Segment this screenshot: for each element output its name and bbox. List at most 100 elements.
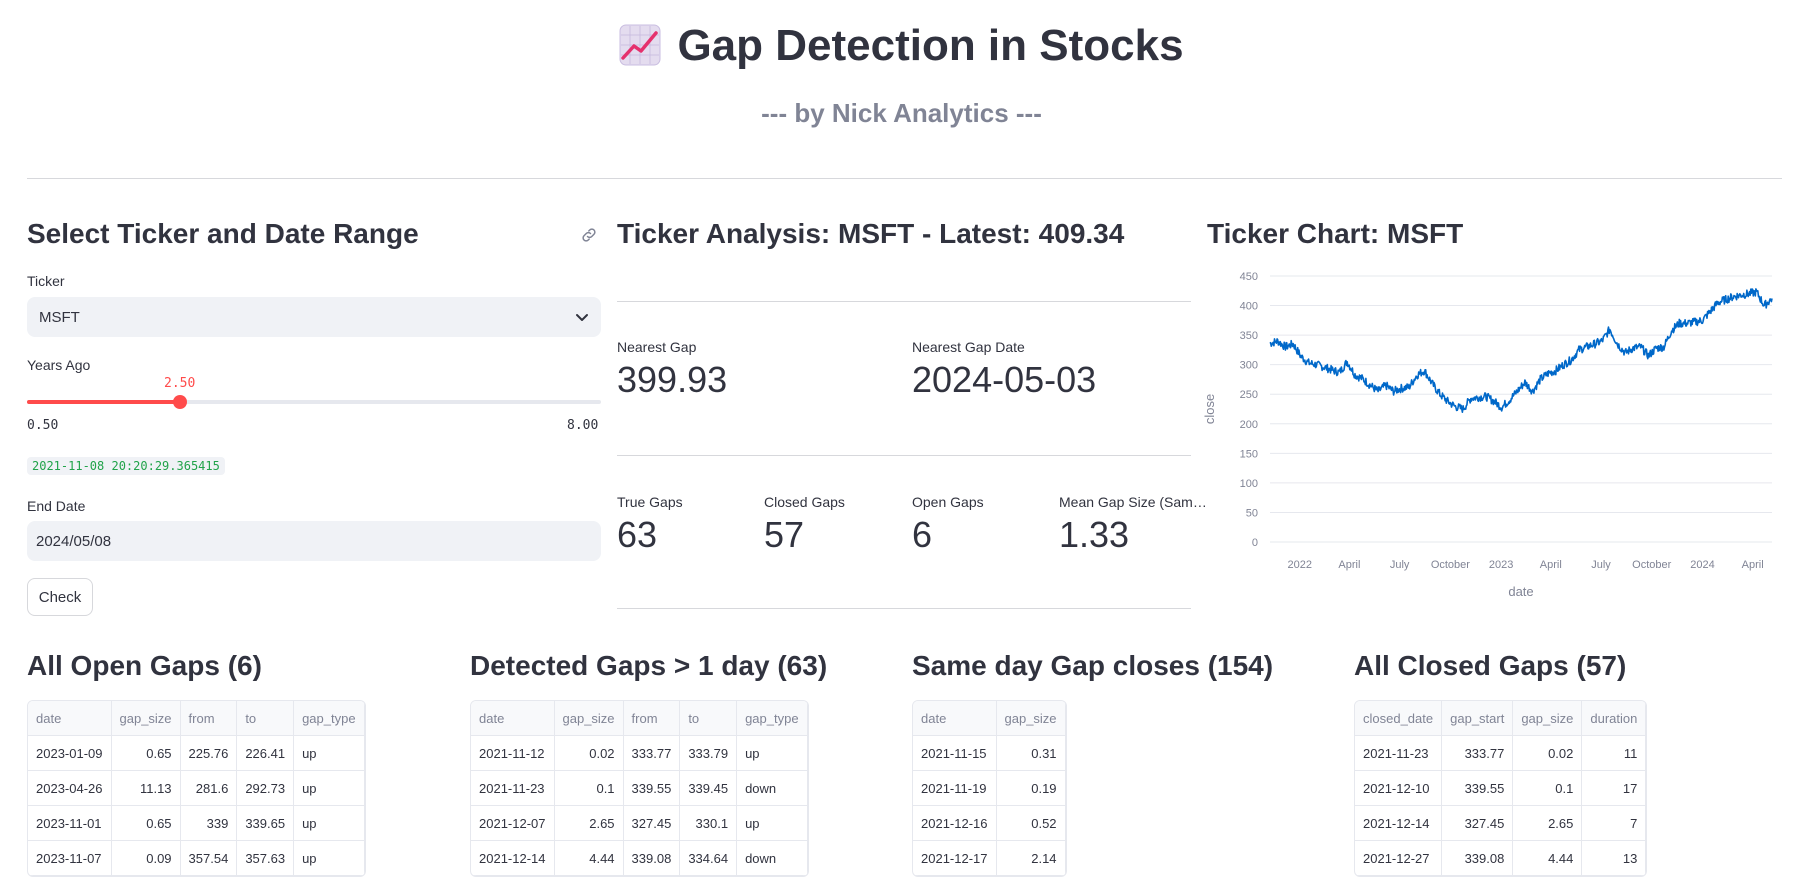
column-header[interactable]: closed_date [1355,701,1443,736]
table-cell: 2023-01-09 [28,735,112,771]
divider [617,608,1191,609]
years-ago-slider[interactable]: 2.50 [27,376,601,409]
table-cell: 357.63 [236,840,295,876]
y-tick-label: 300 [1240,360,1258,372]
table-row[interactable]: 2021-11-23 333.77 0.02 11 [1355,735,1647,771]
table-row[interactable]: 2023-11-01 0.65 339 339.65 up [28,805,365,841]
table-cell: 334.64 [679,840,738,876]
table-cell: up [736,735,808,771]
column-header[interactable]: gap_size [111,701,181,736]
y-tick-label: 100 [1240,478,1258,490]
table-row[interactable]: 2023-01-09 0.65 225.76 226.41 up [28,735,365,771]
table-cell: 292.73 [236,770,295,806]
table-cell: 0.1 [554,770,624,806]
table-row[interactable]: 2021-12-14 327.45 2.65 7 [1355,805,1647,841]
table-cell: up [293,770,365,806]
column-header[interactable]: gap_size [554,701,624,736]
column-header[interactable]: gap_size [1512,701,1583,736]
column-header[interactable]: to [236,701,295,736]
end-date-input[interactable]: 2024/05/08 [27,521,601,561]
column-header[interactable]: gap_start [1441,701,1514,736]
table-row[interactable]: 2021-12-16 0.52 [913,805,1066,841]
table-cell: 2021-11-23 [1355,735,1443,771]
table-cell: 2021-11-15 [913,735,997,771]
table-cell: 327.45 [1441,805,1514,841]
ticker-line-chart[interactable]: 450 400 350 300 250 200 150 100 50 0 2022 April July… [1200,262,1780,610]
y-axis-title: close [1202,394,1217,424]
true-gaps-label: True Gaps [617,494,683,510]
table-cell: up [293,735,365,771]
table-row[interactable]: 2021-12-14 4.44 339.08 334.64 down [471,840,808,876]
table-cell: 2021-12-10 [1355,770,1443,806]
x-tick-label: July [1390,559,1410,571]
same-day-closes-table[interactable]: date gap_size 2021-11-15 0.31 2021-11-19 0.19… [912,700,1067,877]
table-cell: 339.08 [623,840,681,876]
slider-thumb[interactable] [173,395,187,409]
true-gaps-value: 63 [617,514,658,555]
slider-fill [27,400,180,404]
nearest-gap-value: 399.93 [617,359,728,400]
divider [27,178,1782,179]
end-date-value: 2024/05/08 [36,532,112,550]
table-row[interactable]: 2021-12-07 2.65 327.45 330.1 up [471,805,808,841]
table-cell: 0.31 [996,735,1066,771]
table-cell: up [736,805,808,841]
column-header[interactable]: from [180,701,238,736]
page-subtitle: --- by Nick Analytics --- [761,98,1042,128]
table-cell: 226.41 [236,735,295,771]
table-cell: 4.44 [554,840,624,876]
x-tick-label: April [1540,559,1562,571]
table-cell: up [293,840,365,876]
mean-gap-size-label: Mean Gap Size (Sam… [1059,494,1207,510]
table-row[interactable]: 2021-12-17 2.14 [913,840,1066,876]
table-cell: 11 [1581,735,1647,771]
y-tick-label: 250 [1240,389,1258,401]
column-header[interactable]: gap_size [996,701,1066,736]
table-row[interactable]: 2021-12-10 339.55 0.1 17 [1355,770,1647,806]
column-header[interactable]: date [471,701,555,736]
column-header[interactable]: to [679,701,738,736]
table-row[interactable]: 2021-12-27 339.08 4.44 13 [1355,840,1647,876]
ticker-label: Ticker [27,273,65,289]
table-row[interactable]: 2023-11-07 0.09 357.54 357.63 up [28,840,365,876]
table-cell: 339.55 [1441,770,1514,806]
column-header[interactable]: from [623,701,681,736]
closed-gaps-table[interactable]: closed_date gap_start gap_size duration 2021… [1354,700,1648,877]
nearest-gap-date-value: 2024-05-03 [912,359,1097,400]
column-header[interactable]: date [913,701,997,736]
x-tick-label: 2022 [1288,559,1312,571]
table-row[interactable]: 2021-11-12 0.02 333.77 333.79 up [471,735,808,771]
title-text: Gap Detection in Stocks [677,21,1184,70]
table-cell: 330.1 [679,805,738,841]
table-row[interactable]: 2021-11-15 0.31 [913,735,1066,771]
column-header[interactable]: gap_type [293,701,365,736]
table-cell: 2023-11-01 [28,805,112,841]
slider-current-value: 2.50 [164,376,196,391]
table-cell: 0.19 [996,770,1066,806]
table-cell: 2021-12-16 [913,805,997,841]
table-cell: 4.44 [1512,840,1583,876]
open-gaps-table[interactable]: date gap_size from to gap_type 2023-01-09 0.65… [27,700,366,877]
table-cell: 0.1 [1512,770,1583,806]
y-tick-label: 50 [1246,507,1258,519]
detected-gaps-table[interactable]: date gap_size from to gap_type 2021-11-12 0.02… [470,700,809,877]
column-header[interactable]: date [28,701,112,736]
link-icon[interactable] [580,226,598,244]
column-header[interactable]: duration [1581,701,1647,736]
table-row[interactable]: 2021-11-23 0.1 339.55 339.45 down [471,770,808,806]
slider-max-label: 8.00 [567,418,599,433]
check-button[interactable]: Check [27,578,93,616]
table-row[interactable]: 2021-11-19 0.19 [913,770,1066,806]
table-cell: 357.54 [180,840,238,876]
y-tick-label: 450 [1240,271,1258,283]
table-cell: 0.65 [111,735,181,771]
column-header[interactable]: gap_type [736,701,808,736]
table-row[interactable]: 2023-04-26 11.13 281.6 292.73 up [28,770,365,806]
closed-gaps-label: Closed Gaps [764,494,845,510]
x-tick-label: October [1632,559,1671,571]
divider [617,455,1191,456]
table-cell: 0.02 [1512,735,1583,771]
table-cell: down [736,840,808,876]
table-cell: 333.77 [623,735,681,771]
ticker-select[interactable]: MSFT [27,297,601,337]
